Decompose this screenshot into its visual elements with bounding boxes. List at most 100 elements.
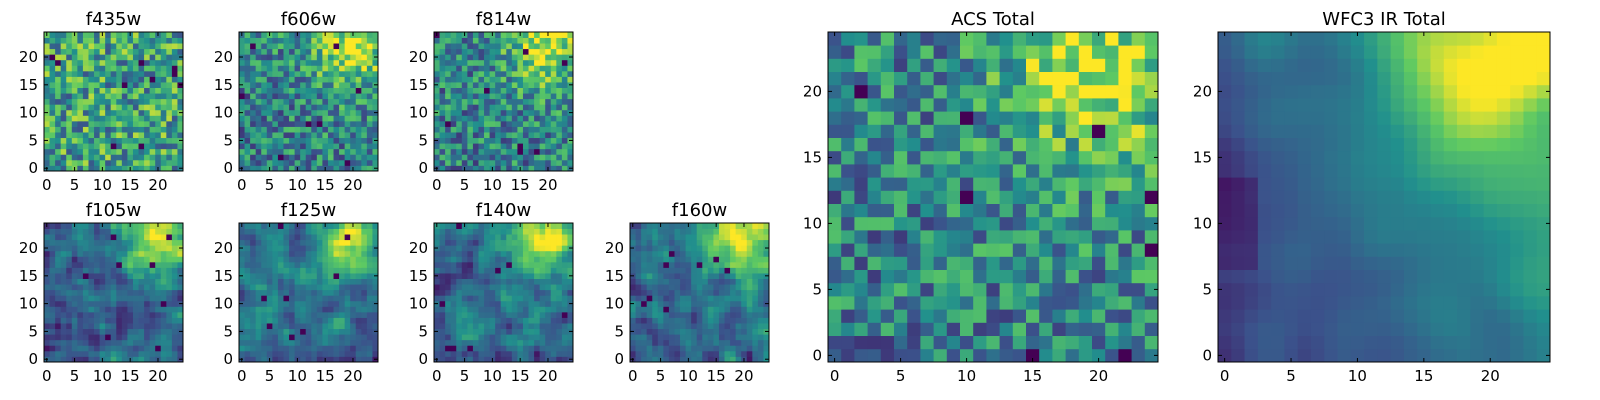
heatmap-cell (663, 278, 670, 285)
heatmap-cell (467, 256, 474, 263)
heatmap-cell (339, 82, 346, 88)
heatmap-cell (110, 261, 117, 268)
heatmap-cell (445, 165, 452, 172)
heatmap-cell (116, 278, 123, 285)
heatmap-cell (333, 223, 340, 229)
heatmap-cell (867, 282, 882, 297)
heatmap-cell (138, 278, 145, 285)
heatmap-cell (71, 267, 78, 274)
heatmap-cell (94, 300, 100, 307)
heatmap-cell (561, 87, 568, 94)
heatmap-cell (121, 37, 128, 44)
heatmap-cell (289, 250, 295, 257)
heatmap-cell (366, 278, 373, 285)
heatmap-cell (88, 295, 95, 302)
heatmap-cell (1026, 322, 1040, 336)
heatmap-cell (946, 309, 961, 323)
x-tick-label: 0 (237, 367, 247, 385)
heatmap-cell (372, 267, 379, 274)
heatmap-cell (66, 339, 73, 346)
y-tick-label: 15 (19, 76, 38, 94)
heatmap-cell (1105, 309, 1119, 323)
heatmap-cell (277, 306, 284, 313)
heatmap-cell (366, 234, 373, 241)
heatmap-cell (350, 228, 357, 235)
heatmap-cell (735, 317, 742, 324)
heatmap-cell (752, 239, 759, 246)
heatmap-cell (534, 65, 541, 72)
heatmap-cell (718, 239, 725, 246)
heatmap-cell (467, 43, 474, 50)
heatmap-cell (239, 323, 245, 330)
heatmap-cell (160, 306, 167, 313)
heatmap-cell (66, 273, 73, 279)
heatmap-cell (702, 256, 709, 263)
heatmap-cell (339, 48, 346, 55)
heatmap-cell (757, 278, 764, 285)
heatmap-cell (244, 356, 251, 363)
heatmap-cell (657, 267, 664, 274)
heatmap-cell (171, 267, 178, 274)
heatmap-cell (567, 143, 574, 150)
x-tick-label: 20 (148, 176, 167, 194)
heatmap-cell (149, 339, 156, 346)
heatmap-cell (456, 143, 463, 150)
heatmap-cell (556, 289, 563, 296)
heatmap-cell (239, 70, 245, 77)
heatmap-cell (1012, 216, 1027, 231)
heatmap-cell (121, 59, 128, 66)
heatmap-cell (467, 350, 474, 357)
heatmap-cell (999, 203, 1014, 218)
heatmap-cell (752, 245, 759, 252)
heatmap-cell (160, 278, 167, 285)
heatmap-cell (71, 323, 78, 330)
heatmap-cell (472, 37, 479, 44)
heatmap-cell (933, 190, 948, 204)
heatmap-cell (350, 65, 357, 72)
heatmap-cell (277, 273, 284, 279)
heatmap-cell (506, 154, 513, 161)
heatmap-cell (266, 143, 273, 150)
heatmap-cell (450, 267, 457, 274)
heatmap-cell (752, 306, 759, 313)
heatmap-cell (250, 256, 257, 263)
heatmap-cell (110, 37, 117, 44)
heatmap-cell (730, 289, 737, 296)
heatmap-cell (1118, 335, 1132, 350)
heatmap-cell (550, 339, 557, 346)
heatmap-cell (94, 256, 100, 263)
heatmap-cell (657, 245, 664, 252)
heatmap-cell (1144, 203, 1159, 218)
heatmap-cell (361, 82, 368, 88)
heatmap-cell (880, 243, 895, 257)
heatmap-cell (127, 245, 134, 252)
heatmap-cell (550, 59, 557, 66)
heatmap-cell (277, 350, 284, 357)
heatmap-cell (484, 245, 490, 252)
heatmap-cell (763, 239, 770, 246)
heatmap-cell (166, 143, 173, 150)
heatmap-cell (456, 311, 463, 318)
heatmap-cell (746, 356, 753, 363)
heatmap-cell (261, 245, 268, 252)
heatmap-cell (1105, 164, 1119, 178)
heatmap-cell (66, 356, 73, 363)
heatmap-cell (333, 59, 340, 66)
heatmap-cell (702, 267, 709, 274)
heatmap-cell (71, 87, 78, 94)
heatmap-cell (49, 311, 56, 318)
heatmap-cell (255, 317, 262, 324)
heatmap-cell (272, 261, 279, 268)
heatmap-cell (272, 98, 279, 105)
heatmap-cell (283, 239, 290, 246)
heatmap-cell (116, 273, 123, 279)
heatmap-cell (239, 234, 245, 241)
heatmap-cell (1078, 282, 1093, 297)
heatmap-cell (450, 65, 457, 72)
heatmap-cell (311, 109, 318, 116)
heatmap-cell (77, 323, 84, 330)
heatmap-cell (561, 323, 568, 330)
heatmap-cell (517, 228, 524, 235)
heatmap-cell (44, 98, 50, 105)
